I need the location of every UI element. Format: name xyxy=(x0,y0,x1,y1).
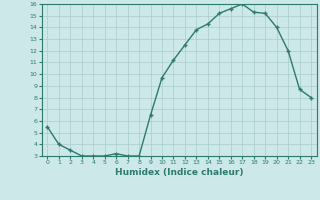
X-axis label: Humidex (Indice chaleur): Humidex (Indice chaleur) xyxy=(115,168,244,177)
